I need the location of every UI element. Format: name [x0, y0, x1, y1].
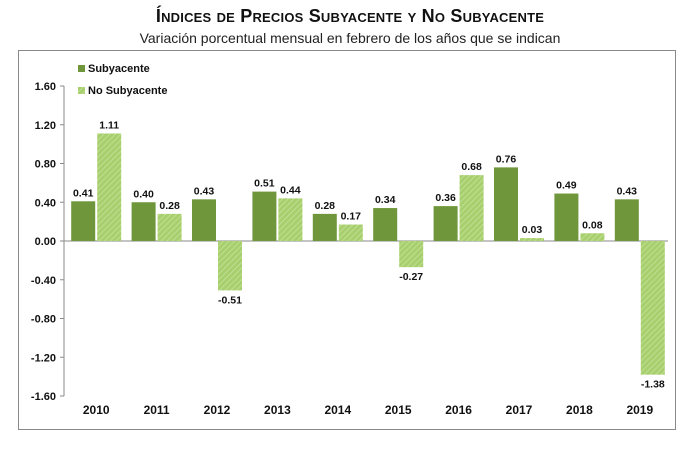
x-tick-label-2013: 2013: [264, 403, 291, 417]
data-label-subyacente-2013: 0.51: [254, 178, 275, 190]
x-tick-label-2014: 2014: [324, 403, 351, 417]
legend-label-subyacente: Subyacente: [88, 63, 150, 75]
bar-subyacente-2010: [71, 201, 96, 241]
y-tick-label: 1.60: [35, 81, 56, 93]
bar-no-subyacente-2015: [399, 241, 424, 268]
bar-subyacente-2017: [494, 167, 518, 241]
y-tick-label: -1.60: [31, 391, 56, 403]
bar-subyacente-2011: [131, 202, 156, 241]
y-tick-label: 1.20: [35, 120, 56, 132]
legend-swatch-subyacente: [78, 65, 85, 72]
data-label-subyacente-2015: 0.34: [375, 194, 396, 206]
x-tick-label-2010: 2010: [83, 403, 110, 417]
bar-subyacente-2016: [433, 206, 458, 241]
bar-subyacente-2018: [554, 193, 579, 241]
x-tick-label-2012: 2012: [204, 403, 231, 417]
y-tick-label: 0.00: [35, 236, 56, 248]
data-label-no-subyacente-2016: 0.68: [461, 161, 482, 173]
data-label-subyacente-2014: 0.28: [315, 200, 336, 212]
bar-no-subyacente-2018: [580, 233, 605, 241]
data-label-subyacente-2012: 0.43: [194, 185, 215, 197]
x-tick-label-2018: 2018: [566, 403, 593, 417]
y-tick-label: 0.80: [35, 159, 56, 171]
bar-subyacente-2012: [192, 199, 216, 241]
data-label-no-subyacente-2013: 0.44: [280, 184, 301, 196]
legend-swatch-no-subyacente: [78, 87, 85, 94]
bar-subyacente-2019: [614, 199, 639, 241]
x-tick-label-2019: 2019: [626, 403, 653, 417]
bar-no-subyacente-2010: [97, 133, 122, 241]
bar-no-subyacente-2014: [338, 224, 363, 241]
data-label-no-subyacente-2010: 1.11: [99, 119, 119, 131]
bar-no-subyacente-2016: [459, 175, 484, 241]
data-label-subyacente-2017: 0.76: [496, 153, 517, 165]
y-tick-label: 0.40: [35, 197, 56, 209]
bar-subyacente-2015: [373, 208, 398, 241]
bar-no-subyacente-2013: [278, 198, 303, 241]
data-label-subyacente-2011: 0.40: [133, 188, 154, 200]
data-label-subyacente-2019: 0.43: [617, 185, 638, 197]
bar-no-subyacente-2019: [640, 241, 665, 375]
chart-title: Índices de Precios Subyacente y No Subya…: [155, 6, 545, 26]
data-label-no-subyacente-2011: 0.28: [159, 200, 180, 212]
bar-no-subyacente-2012: [218, 241, 242, 291]
data-label-no-subyacente-2015: -0.27: [399, 271, 423, 283]
x-tick-label-2015: 2015: [385, 403, 412, 417]
bar-no-subyacente-2017: [520, 238, 544, 241]
x-tick-label-2016: 2016: [445, 403, 472, 417]
data-label-no-subyacente-2017: 0.03: [522, 224, 543, 236]
x-tick-label-2017: 2017: [506, 403, 533, 417]
data-label-subyacente-2016: 0.36: [435, 192, 456, 204]
bar-subyacente-2014: [312, 213, 337, 241]
chart-subtitle: Variación porcentual mensual en febrero …: [139, 30, 561, 46]
data-label-no-subyacente-2019: -1.38: [641, 379, 665, 391]
legend-label-no-subyacente: No Subyacente: [88, 85, 167, 97]
y-tick-label: -0.40: [31, 275, 56, 287]
bar-no-subyacente-2011: [157, 213, 182, 241]
data-label-no-subyacente-2018: 0.08: [582, 219, 603, 231]
bar-subyacente-2013: [252, 191, 277, 241]
x-tick-label-2011: 2011: [144, 403, 170, 417]
data-label-subyacente-2018: 0.49: [556, 180, 577, 192]
y-tick-label: -1.20: [31, 352, 56, 364]
data-label-subyacente-2010: 0.41: [73, 187, 94, 199]
data-label-no-subyacente-2012: -0.51: [218, 294, 242, 306]
data-label-no-subyacente-2014: 0.17: [341, 211, 362, 223]
y-tick-label: -0.80: [31, 314, 56, 326]
